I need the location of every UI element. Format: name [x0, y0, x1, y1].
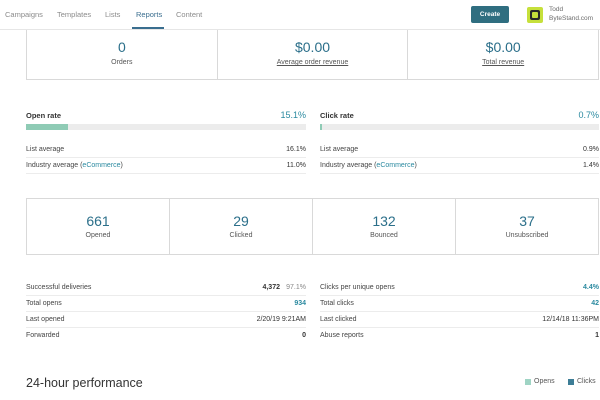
click-list-average-value: 0.9% [583, 146, 599, 153]
open-rate-bar [26, 124, 306, 130]
open-industry-average-label: Industry average (eCommerce) [26, 162, 123, 169]
click-industry-average-value: 1.4% [583, 162, 599, 169]
click-rate-title: Click rate [320, 111, 354, 120]
orders-label: Orders [111, 59, 133, 66]
account-avatar-icon[interactable] [527, 7, 543, 23]
successful-deliveries-value: 4,372 [262, 284, 280, 291]
clicks-per-unique-opens-value: 4.4% [583, 284, 599, 291]
unsubscribed-card[interactable]: 37 Unsubscribed [456, 199, 598, 254]
legend-opens[interactable]: Opens [525, 378, 555, 385]
active-tab-indicator [132, 27, 164, 29]
performance-title: 24-hour performance [26, 376, 143, 390]
legend-opens-swatch [525, 378, 531, 385]
opened-card[interactable]: 661 Opened [27, 199, 170, 254]
divider [26, 295, 306, 296]
click-industry-average-label: Industry average (eCommerce) [320, 162, 417, 169]
forwarded-label: Forwarded [26, 332, 60, 339]
divider [26, 327, 306, 328]
nav-reports[interactable]: Reports [136, 10, 163, 19]
open-rate-title: Open rate [26, 111, 62, 120]
open-list-average-label: List average [26, 146, 65, 153]
total-revenue-link[interactable]: Total revenue [482, 59, 525, 66]
clicked-label: Clicked [229, 232, 253, 239]
total-revenue-value: $0.00 [485, 39, 521, 55]
nav-content[interactable]: Content [176, 10, 203, 19]
click-rate-value: 0.7% [578, 110, 599, 120]
unsubscribed-label: Unsubscribed [505, 232, 549, 239]
divider [320, 311, 599, 312]
user-org[interactable]: ByteStand.com [549, 15, 594, 22]
clicks-per-unique-opens-label: Clicks per unique opens [320, 284, 395, 291]
unsubscribed-value: 37 [519, 213, 535, 229]
nav-templates[interactable]: Templates [57, 10, 92, 19]
nav-lists[interactable]: Lists [105, 10, 121, 19]
bounced-label: Bounced [370, 232, 398, 239]
legend-clicks-swatch [568, 378, 574, 385]
last-opened-value: 2/20/19 9:21AM [256, 316, 306, 323]
avg-order-revenue-link[interactable]: Average order revenue [276, 59, 349, 66]
total-revenue-card: $0.00 Total revenue [408, 30, 598, 79]
total-clicks-label: Total clicks [320, 300, 354, 307]
revenue-stats: 0 Orders $0.00 Average order revenue $0.… [26, 30, 599, 80]
divider [320, 173, 599, 174]
divider [26, 173, 306, 174]
click-industry-link[interactable]: eCommerce [376, 162, 415, 169]
nav-campaigns[interactable]: Campaigns [5, 10, 43, 19]
divider [26, 311, 306, 312]
click-rate-bar-fill [320, 124, 322, 130]
open-industry-link[interactable]: eCommerce [82, 162, 121, 169]
open-list-average-value: 16.1% [286, 146, 306, 153]
opened-label: Opened [85, 232, 111, 239]
total-opens-value[interactable]: 934 [294, 300, 306, 307]
last-clicked-value: 12/14/18 11:36PM [542, 316, 599, 323]
bounced-card[interactable]: 132 Bounced [313, 199, 456, 254]
user-name[interactable]: Todd [549, 6, 564, 13]
clicked-value: 29 [233, 213, 249, 229]
engagement-stats: 661 Opened 29 Clicked 132 Bounced 37 Uns… [26, 198, 599, 255]
abuse-reports-label: Abuse reports [320, 332, 364, 339]
successful-deliveries-percent: 97.1% [286, 284, 306, 291]
abuse-reports-value: 1 [595, 332, 599, 339]
click-rate-bar [320, 124, 599, 130]
avg-order-revenue-value: $0.00 [294, 39, 331, 55]
avg-order-revenue-card: $0.00 Average order revenue [218, 30, 409, 79]
last-opened-label: Last opened [26, 316, 65, 323]
last-clicked-label: Last clicked [320, 316, 357, 323]
open-rate-bar-fill [26, 124, 69, 130]
successful-deliveries-label: Successful deliveries [26, 284, 92, 291]
bounced-value: 132 [372, 213, 396, 229]
divider [26, 157, 306, 158]
orders-value: 0 [117, 39, 126, 55]
orders-card: 0 Orders [27, 30, 218, 79]
click-list-average-label: List average [320, 146, 359, 153]
clicked-card[interactable]: 29 Clicked [170, 199, 313, 254]
total-opens-label: Total opens [26, 300, 62, 307]
create-button[interactable]: Create [471, 6, 509, 23]
forwarded-value: 0 [302, 332, 306, 339]
open-rate-value: 15.1% [280, 110, 306, 120]
open-industry-average-value: 11.0% [286, 162, 306, 169]
divider [320, 157, 599, 158]
total-clicks-value[interactable]: 42 [591, 300, 599, 307]
legend-clicks[interactable]: Clicks [568, 378, 596, 385]
opened-value: 661 [86, 213, 110, 229]
top-nav: Campaigns Templates Lists Reports Conten… [0, 0, 600, 30]
divider [320, 295, 599, 296]
divider [320, 327, 599, 328]
